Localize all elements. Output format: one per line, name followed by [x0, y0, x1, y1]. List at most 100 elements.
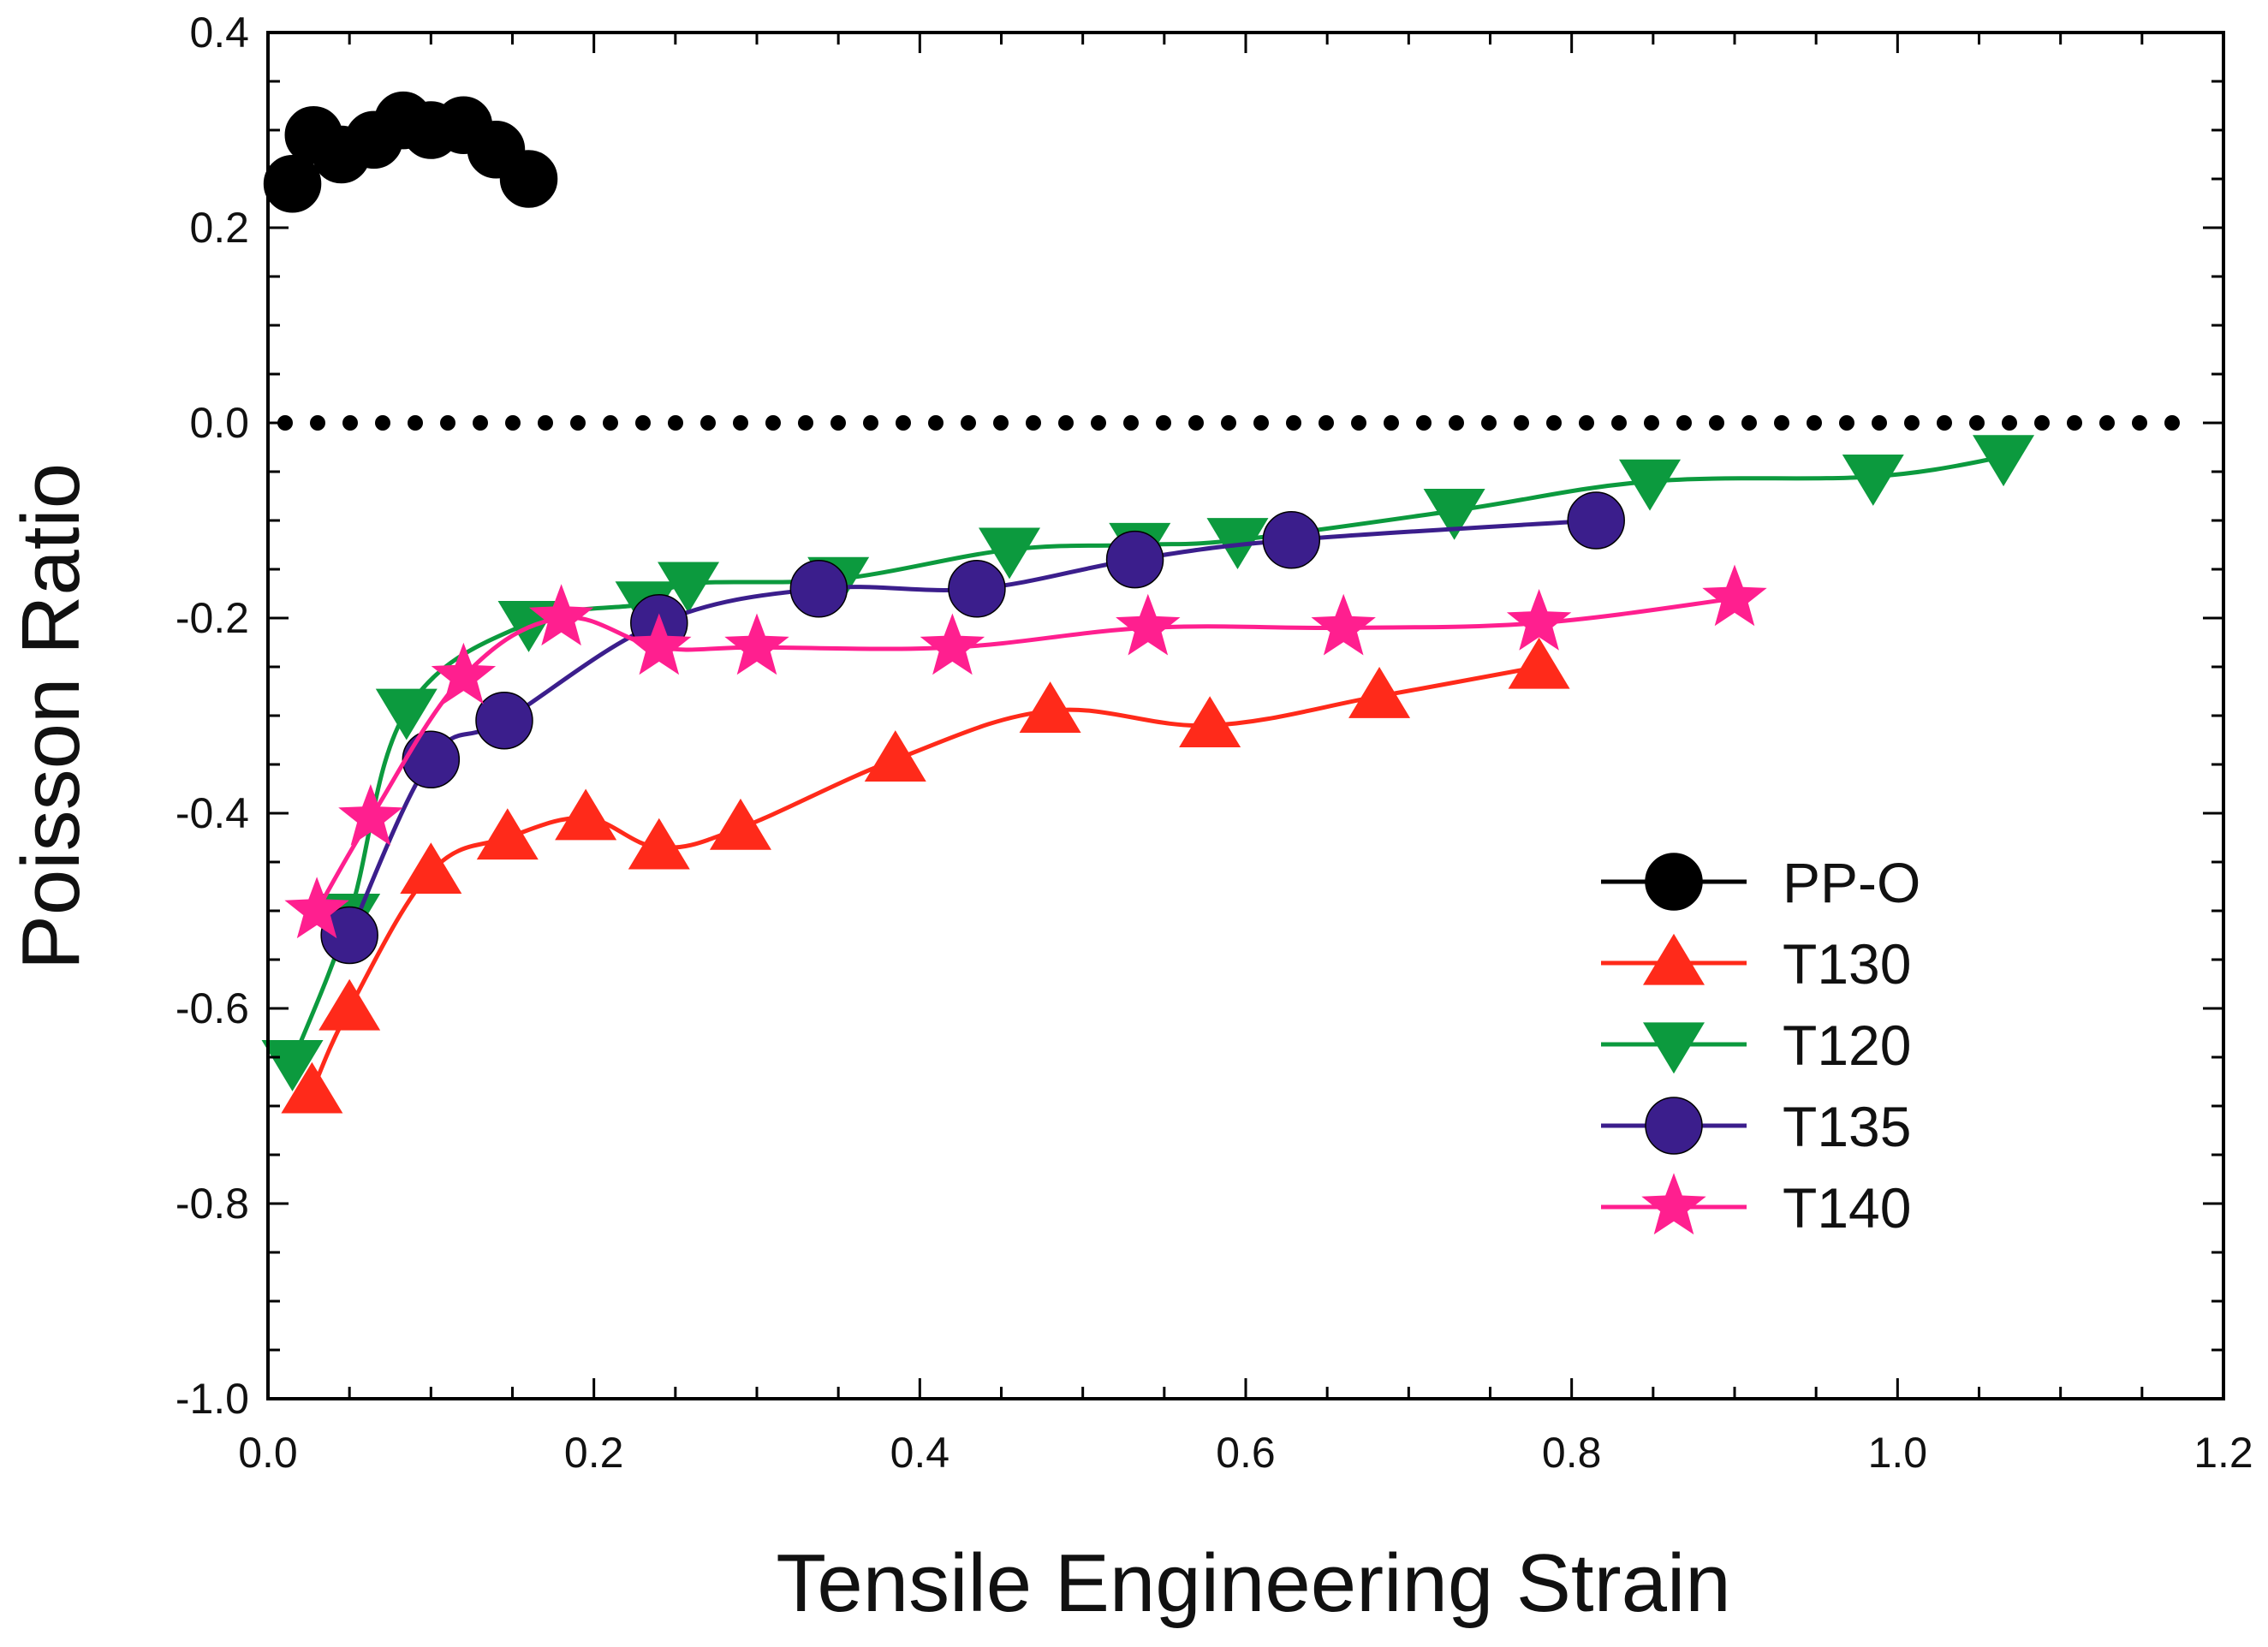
data-point-t130 [1508, 637, 1570, 689]
reference-dot [408, 415, 423, 431]
y-tick-label: -0.8 [176, 1180, 249, 1228]
reference-dot [668, 415, 683, 431]
reference-dot [1872, 415, 1887, 431]
reference-dot [863, 415, 878, 431]
data-point-t130 [864, 730, 926, 782]
legend-marker [1645, 853, 1703, 911]
data-point-t130 [400, 842, 462, 895]
data-point-t120 [1423, 488, 1485, 540]
reference-dot [440, 415, 455, 431]
data-point-t120 [658, 562, 720, 614]
x-tick-label: 0.6 [1216, 1429, 1276, 1477]
x-tick-label: 1.0 [1868, 1429, 1928, 1477]
data-point-t120 [1842, 455, 1904, 506]
reference-dot [1416, 415, 1432, 431]
y-tick-label: 0.2 [189, 204, 249, 252]
reference-dot [733, 415, 748, 431]
reference-dot [1969, 415, 1985, 431]
legend-marker [1645, 1097, 1703, 1155]
x-tick-label: 0.2 [564, 1429, 624, 1477]
data-point-t140 [528, 584, 594, 646]
data-point-t140 [431, 642, 497, 705]
legend-label: T135 [1783, 1095, 1911, 1158]
data-point-t135 [475, 691, 533, 750]
data-point-t140 [284, 877, 349, 939]
reference-dot [1937, 415, 1952, 431]
legend-item-t120: T120 [1601, 1014, 1911, 1077]
reference-dot [570, 415, 586, 431]
data-point-t120 [979, 527, 1041, 580]
reference-dot [1091, 415, 1106, 431]
legend-label: T120 [1783, 1014, 1911, 1077]
reference-dot [830, 415, 846, 431]
reference-dot [2164, 415, 2180, 431]
data-point-t135 [1262, 511, 1321, 569]
reference-dot [993, 415, 1009, 431]
reference-dot [1644, 415, 1659, 431]
reference-dot [342, 415, 358, 431]
y-tick-label: -1.0 [176, 1375, 249, 1423]
y-tick-label: 0.4 [189, 9, 249, 56]
reference-dot [1611, 415, 1627, 431]
legend: PP-O T130 T120 T135 T140 [1601, 851, 1920, 1240]
data-point-t120 [375, 688, 438, 740]
x-tick-label: 1.2 [2194, 1429, 2253, 1477]
reference-dot [1123, 415, 1139, 431]
reference-dot [1253, 415, 1269, 431]
reference-dot [505, 415, 521, 431]
x-tick-label: 0.8 [1542, 1429, 1602, 1477]
zero-reference-line-layer [277, 415, 2180, 431]
series-t135 [320, 491, 1625, 965]
data-point-t140 [1116, 593, 1181, 656]
reference-dot [635, 415, 651, 431]
reference-dot [310, 415, 325, 431]
data-point-t140 [724, 613, 789, 675]
series-t140 [284, 564, 1767, 939]
data-point-t130 [1348, 667, 1411, 718]
reference-dot [1741, 415, 1757, 431]
reference-dot [896, 415, 911, 431]
reference-dot [1156, 415, 1171, 431]
series-pp-o [263, 91, 558, 213]
data-point-t130 [628, 818, 690, 870]
reference-dot [700, 415, 716, 431]
reference-dot [1514, 415, 1529, 431]
data-point-t130 [1019, 681, 1081, 733]
data-point-t140 [338, 784, 403, 846]
reference-dot [1546, 415, 1562, 431]
reference-dot [1449, 415, 1464, 431]
reference-dot [1839, 415, 1854, 431]
data-point-pp-o [499, 150, 558, 208]
data-point-t130 [709, 798, 771, 850]
data-point-t140 [1311, 593, 1376, 656]
reference-dot [1319, 415, 1334, 431]
data-point-t140 [920, 613, 985, 675]
reference-dot [1481, 415, 1497, 431]
legend-item-t135: T135 [1601, 1095, 1911, 1158]
reference-dot [1709, 415, 1724, 431]
data-point-t135 [320, 906, 378, 965]
data-point-t120 [1973, 435, 2035, 487]
legend-marker [1643, 933, 1705, 985]
y-tick-label: -0.2 [176, 594, 249, 642]
data-point-t140 [1702, 564, 1767, 627]
x-tick-label: 0.4 [890, 1429, 950, 1477]
data-point-t130 [318, 978, 381, 1031]
reference-dot [603, 415, 618, 431]
data-point-t120 [261, 1040, 324, 1091]
reference-dot [1774, 415, 1789, 431]
legend-marker [1641, 1173, 1706, 1235]
legend-item-t140: T140 [1601, 1173, 1911, 1240]
reference-dot [538, 415, 553, 431]
reference-dot [961, 415, 976, 431]
x-tick-label: 0.0 [238, 1429, 298, 1477]
legend-label: T130 [1783, 932, 1911, 996]
reference-dot [375, 415, 390, 431]
reference-dot [2099, 415, 2115, 431]
data-point-t130 [555, 788, 617, 841]
reference-dot [928, 415, 944, 431]
data-point-t135 [1567, 491, 1625, 550]
y-axis-title: Poisson Ratio [5, 463, 97, 970]
data-point-t135 [402, 730, 461, 789]
